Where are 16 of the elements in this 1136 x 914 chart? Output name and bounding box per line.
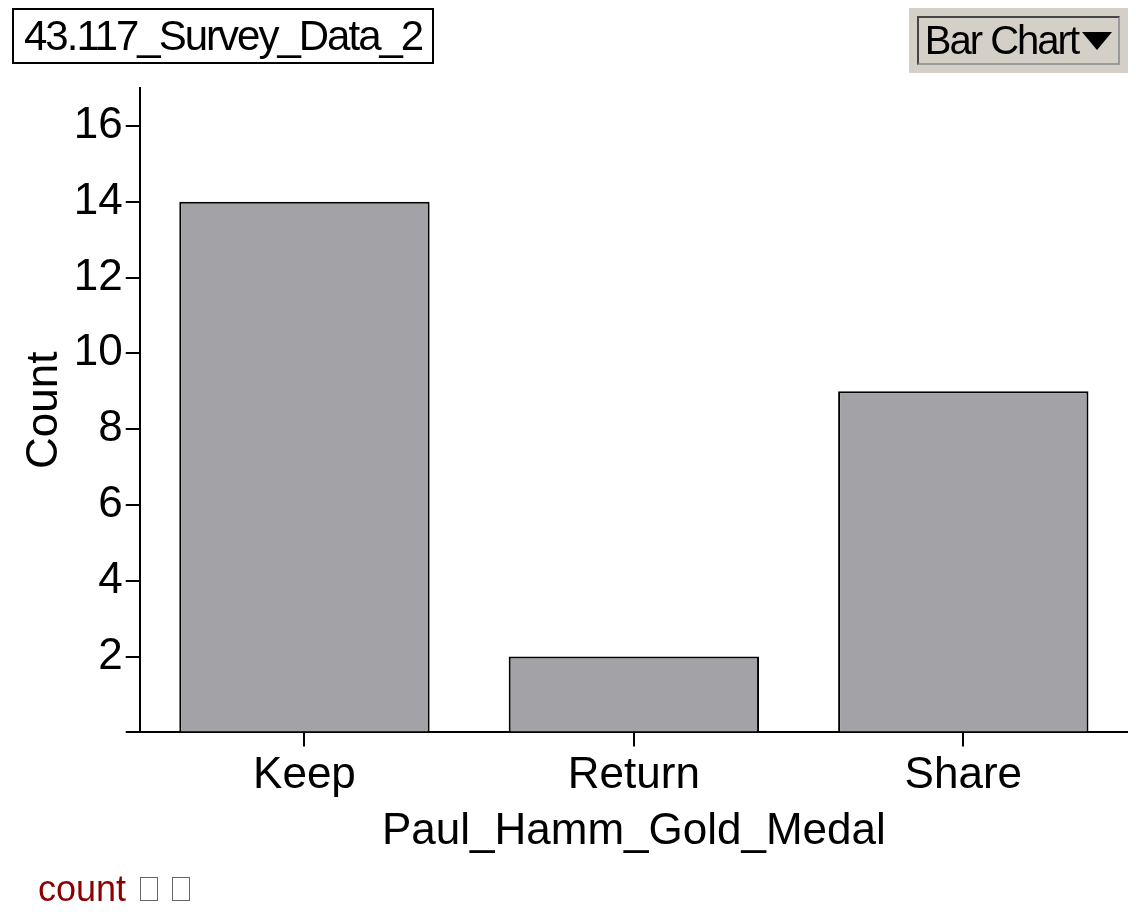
y-axis-title: Count — [16, 351, 66, 469]
y-tick-label: 12 — [73, 249, 123, 299]
x-axis-title: Paul_Hamm_Gold_Medal — [381, 803, 886, 853]
y-tick-label: 10 — [73, 325, 123, 375]
y-tick-label: 2 — [98, 628, 123, 678]
y-tick-label: 16 — [73, 98, 123, 148]
text: count — [38, 868, 127, 910]
y-tick-label: 14 — [73, 173, 123, 223]
x-tick-label: Keep — [253, 747, 356, 797]
y-tick-label: 4 — [98, 552, 123, 602]
chart-title: 43.117_Survey_Data_2 — [12, 8, 435, 64]
x-tick-label: Return — [567, 747, 700, 797]
x-tick-label: Share — [904, 747, 1022, 797]
y-tick-label: 8 — [98, 401, 123, 451]
text: Bar Chart — [924, 18, 1078, 63]
y-tick-label: 6 — [98, 477, 123, 527]
